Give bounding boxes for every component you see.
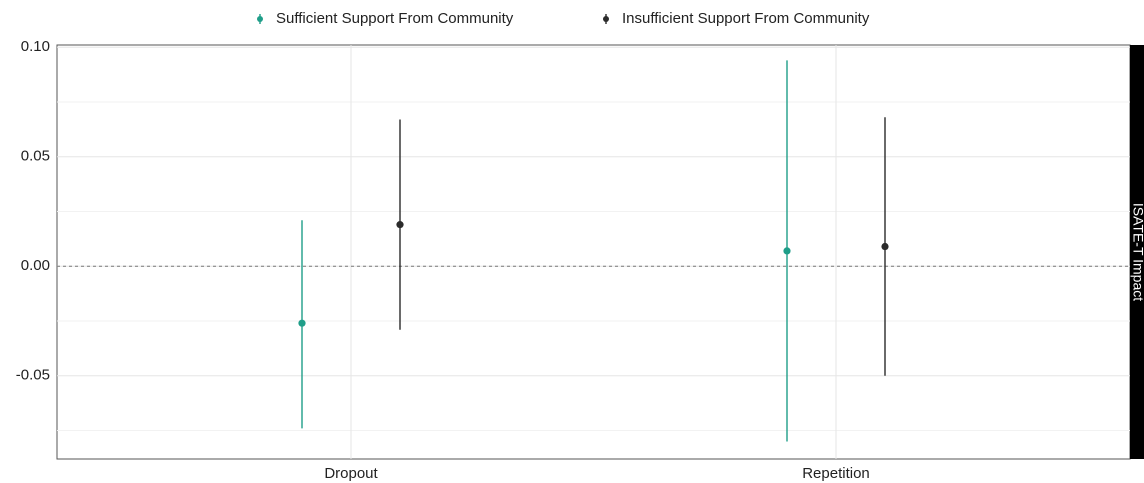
y-tick-label: -0.05 xyxy=(16,367,50,384)
legend-key-point xyxy=(603,16,609,22)
y-tick-label: 0.10 xyxy=(21,38,50,55)
y-tick-label: 0.05 xyxy=(21,148,50,165)
axes: 0.10 0.05 0.00 -0.05 Dropout Repetition xyxy=(16,38,870,482)
facet-strip-label: ISATE-T Impact xyxy=(1130,203,1144,301)
legend: Sufficient Support From Community Insuffi… xyxy=(257,10,870,27)
point-estimate xyxy=(881,242,889,251)
legend-label: Insufficient Support From Community xyxy=(622,10,870,27)
plot-panel xyxy=(56,44,1131,460)
x-tick-label: Repetition xyxy=(802,465,870,482)
point-estimate xyxy=(396,221,404,229)
legend-label: Sufficient Support From Community xyxy=(276,10,514,27)
point-estimate xyxy=(783,247,791,255)
facet-strip xyxy=(1130,45,1144,459)
y-tick-label: 0.00 xyxy=(21,257,50,274)
legend-key-point xyxy=(257,16,263,22)
marks xyxy=(57,60,1130,442)
x-tick-label: Dropout xyxy=(324,465,378,482)
point-estimate xyxy=(298,319,306,327)
